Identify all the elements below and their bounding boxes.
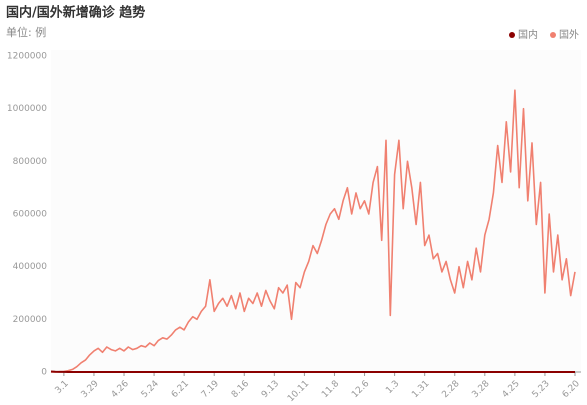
y-tick-label: 200000 [13,315,48,325]
legend-label: 国外 [559,29,579,41]
y-tick-label: 1200000 [7,52,47,62]
y-tick-label: 1000000 [7,104,47,114]
y-tick-label: 0 [41,368,47,378]
series-line [51,89,576,373]
y-tick-label: 600000 [13,210,48,220]
series-line [50,370,575,373]
y-tick-label: 400000 [13,262,48,272]
legend-marker [550,32,556,38]
legend-label: 国内 [518,28,538,41]
plot-area [51,50,581,373]
legend-marker [509,32,515,38]
chart-subtitle: 单位: 例 [6,25,46,39]
chart-title: 国内/国外新增确诊 趋势 [6,5,145,21]
y-tick-label: 800000 [13,157,48,167]
